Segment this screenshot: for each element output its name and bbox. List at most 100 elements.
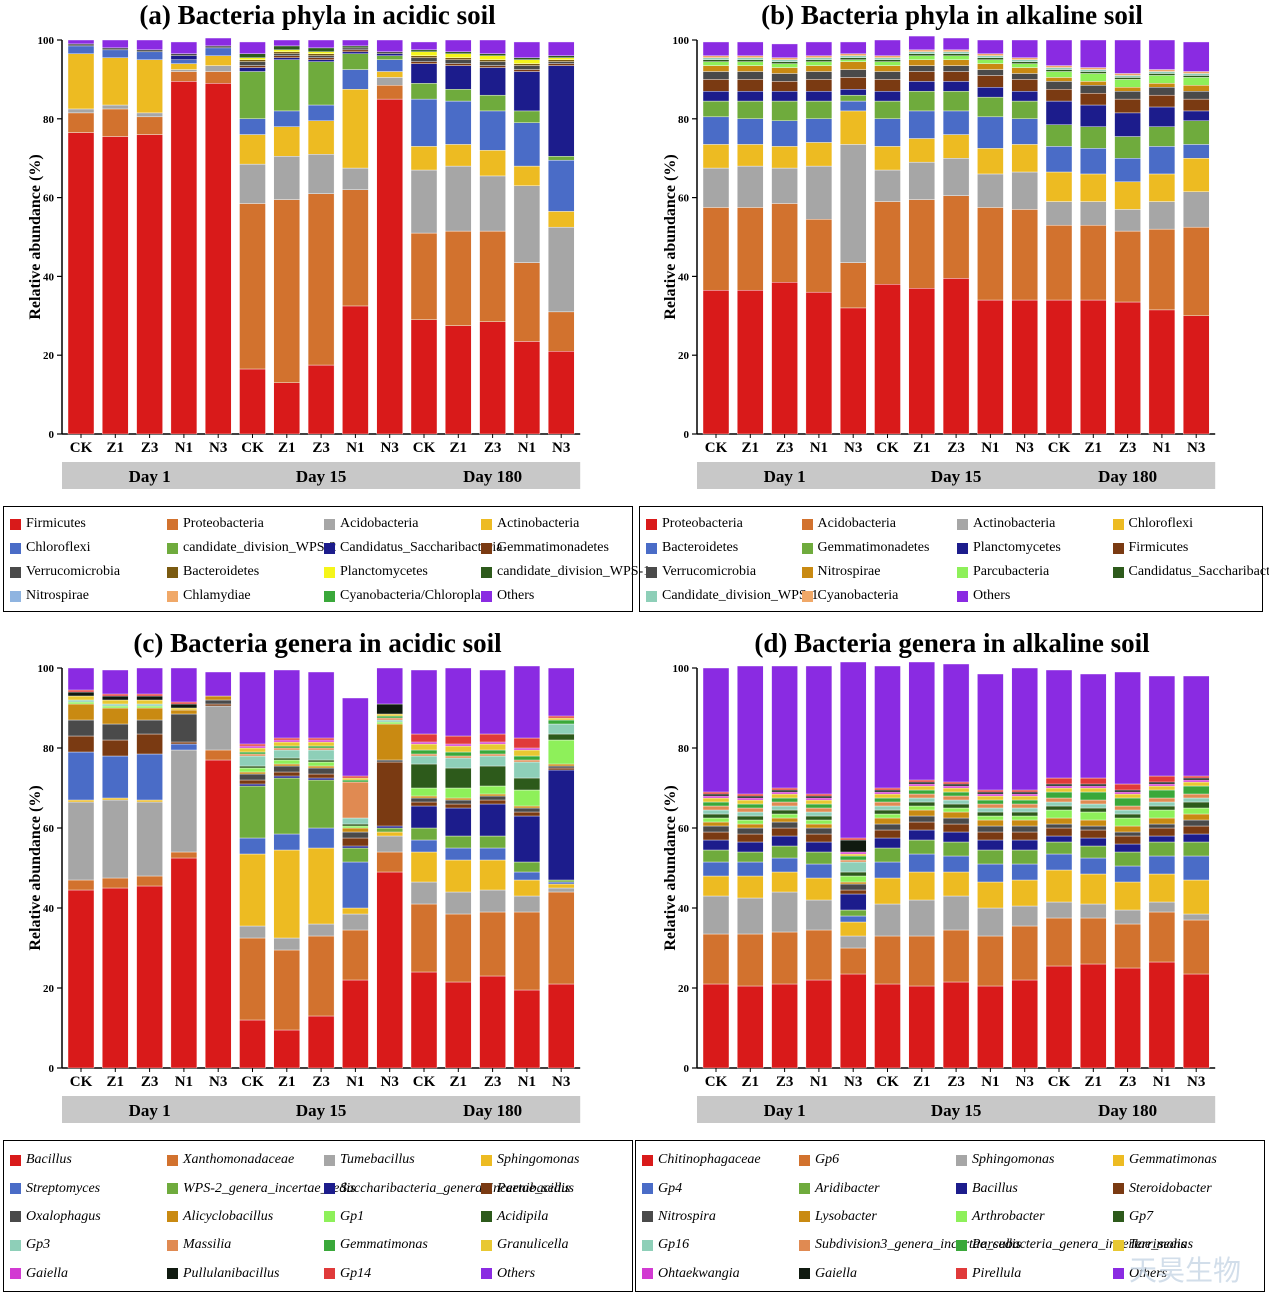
bar-segment (839, 851, 867, 855)
bar-segment (479, 835, 506, 849)
bar-segment (977, 795, 1004, 801)
legend-label: Others (973, 588, 1011, 603)
legend-item: Gp16 (642, 1231, 689, 1259)
bar-segment (307, 193, 335, 366)
bar-segment (737, 861, 764, 877)
bar-segment (942, 278, 970, 435)
bar-segment (1080, 73, 1107, 82)
bar-segment (908, 809, 935, 817)
bar-segment (1183, 85, 1210, 92)
bar-segment (805, 823, 833, 829)
bar-segment (942, 795, 970, 801)
legend-swatch (957, 542, 968, 554)
bar-segment (67, 691, 95, 697)
bar-segment (239, 1019, 266, 1069)
bar-segment (977, 935, 1004, 987)
bar-segment (1114, 923, 1141, 969)
legend-swatch (1113, 1183, 1124, 1195)
x-tick-label: Z3 (947, 440, 965, 456)
legend-item: Candidatus_Saccharibacteria (1112, 560, 1269, 584)
bar-segment (702, 289, 730, 435)
bar-segment (1148, 789, 1176, 799)
bar-segment (1183, 919, 1210, 975)
bar-segment (1011, 831, 1038, 841)
bar-segment (204, 37, 232, 47)
bar-segment (102, 755, 129, 799)
bar-segment (1045, 785, 1073, 789)
y-tick-label: 80 (678, 743, 690, 755)
bar-segment (102, 703, 129, 707)
bar-segment (1114, 909, 1141, 925)
bar-segment (445, 65, 472, 90)
bar-segment (273, 765, 300, 773)
bar-segment (771, 793, 798, 799)
legend-item: Firmicutes (1112, 536, 1188, 560)
x-tick-label: N3 (381, 1074, 399, 1090)
bar-segment (1114, 98, 1141, 114)
bar-segment (1011, 59, 1038, 62)
legend-label: candidate_division_WPS-1 (497, 564, 651, 579)
bar-segment (771, 203, 798, 283)
bar-segment (737, 289, 764, 435)
bar-segment (1080, 785, 1107, 789)
bar-segment (908, 871, 935, 901)
bar-segment (1114, 671, 1141, 785)
bar-segment (702, 41, 730, 56)
legend-label: Proteobacteria (183, 516, 264, 531)
bar-segment (977, 839, 1004, 851)
bar-segment (942, 81, 970, 92)
bar-segment (513, 69, 541, 72)
group-box (233, 1096, 409, 1123)
bar-segment (1045, 146, 1073, 173)
bar-segment (410, 881, 438, 905)
legend-label: Others (497, 588, 535, 603)
bar-segment (239, 368, 266, 435)
bar-segment (1080, 148, 1107, 175)
bar-segment (376, 831, 403, 837)
legend-item: Gemmatimonas (324, 1231, 428, 1259)
x-tick-label: N3 (209, 440, 227, 456)
bar-segment (67, 132, 95, 435)
legend-swatch (1112, 566, 1124, 578)
bar-segment (942, 783, 970, 787)
group-box (1040, 1096, 1216, 1123)
bar-segment (342, 51, 369, 54)
bar-segment (513, 749, 541, 757)
legend-label: Acidobacteria (817, 516, 897, 531)
x-tick-label: N3 (381, 440, 399, 456)
bar-segment (548, 717, 575, 721)
bar-segment (1011, 879, 1038, 907)
bar-segment (376, 53, 403, 56)
bar-segment (273, 49, 300, 53)
bar-segment (874, 813, 901, 819)
bar-segment (376, 71, 403, 78)
y-tick-label: 40 (678, 271, 690, 283)
bar-segment (1183, 879, 1210, 915)
legend-label: Sphingomonas (497, 1152, 580, 1168)
bar-segment (273, 949, 300, 1031)
bar-segment (1011, 144, 1038, 173)
bar-segment (771, 282, 798, 435)
bar-segment (204, 703, 232, 707)
bar-segment (1148, 805, 1176, 811)
bar-segment (136, 51, 163, 60)
bar-segment (737, 71, 764, 80)
y-tick-label: 0 (49, 429, 55, 441)
bar-segment (204, 55, 232, 66)
bar-segment (1148, 835, 1176, 843)
bar-segment (874, 861, 901, 879)
bar-segment (737, 91, 764, 102)
legend-label: Bacteroidetes (183, 564, 260, 579)
group-box (868, 1096, 1044, 1123)
bar-segment (771, 789, 798, 793)
bar-segment (908, 853, 935, 873)
legend-swatch (324, 1211, 335, 1223)
bar-segment (513, 761, 541, 779)
bar-segment (67, 703, 95, 721)
legend-item: Others (481, 584, 534, 608)
bar-segment (1011, 793, 1038, 797)
legend-label: Granulicella (497, 1237, 569, 1253)
legend-label: Gp3 (26, 1237, 51, 1253)
legend-swatch (10, 1211, 21, 1223)
legend-label: Gp14 (340, 1265, 372, 1281)
